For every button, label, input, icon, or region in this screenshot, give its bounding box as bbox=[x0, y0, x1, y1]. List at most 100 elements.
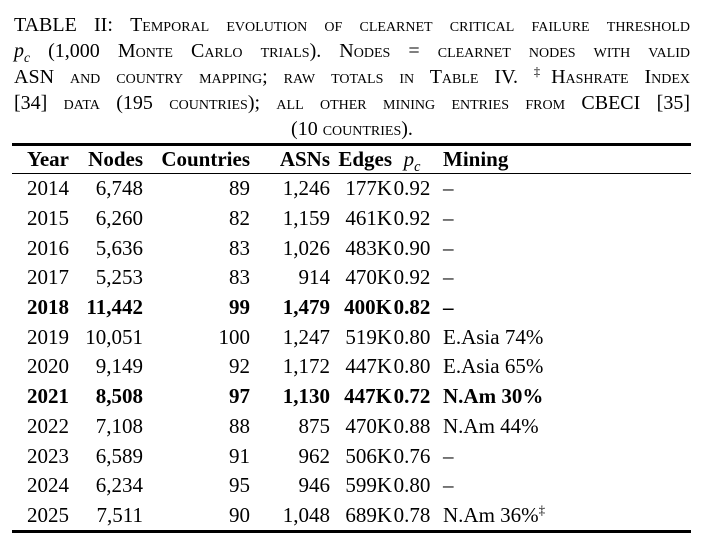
table-body: 2014 6,748 89 1,246 177K 0.92–2015 6,260 82 1,15… bbox=[12, 174, 691, 532]
cell-asns: 1,246 bbox=[282, 176, 330, 201]
cell-asns: 1,247 bbox=[282, 324, 330, 349]
cell-pc: 0.80 bbox=[393, 473, 431, 498]
temporal-evolution-table: Year Nodes Countries ASNs Edges pc Minin… bbox=[12, 143, 691, 534]
cell-countries: 90 bbox=[229, 502, 250, 527]
cell-year: 2019 bbox=[27, 324, 69, 349]
cell-nodes: 6,748 bbox=[95, 176, 143, 201]
table-row: 2022 7,108 88 875 470K 0.88 N.Am 44% bbox=[12, 412, 691, 442]
table-row: 2021 8,508 97 1,130 447K 0.72 N.Am 30% bbox=[12, 382, 691, 412]
cell-asns: 1,479 bbox=[282, 295, 330, 320]
cell-year: 2015 bbox=[27, 206, 69, 231]
cell-mining: – bbox=[443, 473, 454, 498]
cell-asns: 1,172 bbox=[282, 354, 330, 379]
cell-mining: – bbox=[443, 235, 454, 260]
cell-nodes: 7,108 bbox=[95, 413, 143, 438]
cell-year: 2016 bbox=[27, 235, 69, 260]
cell-year: 2018 bbox=[27, 295, 69, 320]
table-header: Year Nodes Countries ASNs Edges pc Minin… bbox=[12, 145, 691, 174]
cell-countries: 83 bbox=[229, 265, 250, 290]
cell-asns: 1,130 bbox=[282, 384, 330, 409]
cell-pc: 0.92 bbox=[393, 206, 431, 231]
cell-year: 2020 bbox=[27, 354, 69, 379]
caption-text-4: [34] data (195 countries); all other min… bbox=[14, 92, 690, 114]
cell-countries: 97 bbox=[229, 384, 250, 409]
cell-countries: 95 bbox=[229, 473, 250, 498]
table-label: TABLE II: bbox=[14, 14, 113, 36]
cell-edges: 400K bbox=[344, 295, 392, 320]
cell-pc: 0.80 bbox=[393, 324, 431, 349]
col-header-countries: Countries bbox=[161, 147, 250, 171]
cell-mining: – bbox=[443, 443, 454, 468]
cell-edges: 519K bbox=[345, 324, 392, 349]
table-row: 2014 6,748 89 1,246 177K 0.92– bbox=[12, 174, 691, 204]
col-header-nodes: Nodes bbox=[88, 147, 143, 171]
cell-year: 2014 bbox=[27, 176, 69, 201]
cell-year: 2021 bbox=[27, 384, 69, 409]
cell-pc: 0.88 bbox=[393, 413, 431, 438]
cell-countries: 83 bbox=[229, 235, 250, 260]
caption-line-1: TABLE II: Temporal evolution of clearnet… bbox=[14, 12, 690, 38]
cell-nodes: 6,234 bbox=[95, 473, 143, 498]
cell-mining: E.Asia 74% bbox=[443, 324, 544, 349]
cell-pc: 0.78 bbox=[393, 502, 431, 527]
cell-asns: 1,048 bbox=[282, 502, 330, 527]
caption-text-3b: Hashrate Index bbox=[551, 66, 691, 88]
cell-pc: 0.92 bbox=[393, 176, 431, 201]
cell-edges: 506K bbox=[345, 443, 392, 468]
cell-year: 2024 bbox=[27, 473, 69, 498]
cell-countries: 88 bbox=[229, 413, 250, 438]
col-header-year: Year bbox=[27, 147, 69, 171]
caption-dagger-group: ‡Hashrate Index bbox=[533, 64, 691, 88]
cell-mining: – bbox=[443, 295, 454, 320]
caption-line-2: pc (1,000 Monte Carlo trials). Nodes = c… bbox=[14, 38, 690, 64]
cell-countries: 99 bbox=[229, 295, 250, 320]
caption-text-2: (1,000 Monte Carlo trials). Nodes = clea… bbox=[48, 40, 690, 62]
caption-text-3a: ASN and country mapping; raw totals in T… bbox=[14, 66, 518, 88]
table-row: 2024 6,234 95 946 599K 0.80– bbox=[12, 471, 691, 501]
cell-countries: 82 bbox=[229, 206, 250, 231]
cell-year: 2017 bbox=[27, 265, 69, 290]
cell-edges: 470K bbox=[345, 413, 392, 438]
cell-edges: 177K bbox=[345, 176, 392, 201]
table-row: 2016 5,636 83 1,026 483K 0.90– bbox=[12, 233, 691, 263]
cell-pc: 0.90 bbox=[393, 235, 431, 260]
cell-year: 2023 bbox=[27, 443, 69, 468]
caption-line-3: ASN and country mapping; raw totals in T… bbox=[14, 64, 690, 90]
cell-asns: 1,026 bbox=[282, 235, 330, 260]
cell-nodes: 5,253 bbox=[95, 265, 143, 290]
cell-mining: – bbox=[443, 176, 454, 201]
cell-pc: 0.92 bbox=[393, 265, 431, 290]
cell-nodes: 9,149 bbox=[95, 354, 143, 379]
cell-mining: E.Asia 65% bbox=[443, 354, 544, 379]
pc-symbol: pc bbox=[14, 40, 31, 65]
header-row: Year Nodes Countries ASNs Edges pc Minin… bbox=[12, 145, 691, 174]
cell-edges: 689K bbox=[345, 502, 392, 527]
cell-countries: 89 bbox=[229, 176, 250, 201]
cell-pc: 0.82 bbox=[393, 295, 431, 320]
cell-mining: – bbox=[443, 265, 454, 290]
caption-text-5: (10 countries). bbox=[291, 118, 413, 140]
double-dagger-icon: ‡ bbox=[533, 64, 552, 79]
cell-edges: 447K bbox=[344, 384, 392, 409]
cell-year: 2022 bbox=[27, 413, 69, 438]
cell-edges: 470K bbox=[345, 265, 392, 290]
cell-year: 2025 bbox=[27, 502, 69, 527]
table-row: 2019 10,051 100 1,247 519K 0.80 E.Asia 74% bbox=[12, 322, 691, 352]
cell-edges: 599K bbox=[345, 473, 392, 498]
cell-asns: 875 bbox=[298, 413, 331, 438]
cell-countries: 100 bbox=[218, 324, 251, 349]
col-header-mining: Mining bbox=[443, 147, 509, 171]
cell-pc: 0.72 bbox=[393, 384, 431, 409]
cell-asns: 946 bbox=[298, 473, 331, 498]
table-row: 2018 11,442 99 1,479 400K 0.82– bbox=[12, 293, 691, 323]
cell-nodes: 6,589 bbox=[95, 443, 143, 468]
caption-text-1: Temporal evolution of clearnet critical … bbox=[130, 14, 690, 36]
table-row: 2017 5,253 83 914 470K 0.92– bbox=[12, 263, 691, 293]
cell-countries: 92 bbox=[229, 354, 250, 379]
cell-nodes: 7,511 bbox=[96, 502, 143, 527]
pc-symbol: pc bbox=[403, 147, 421, 176]
cell-edges: 447K bbox=[345, 354, 392, 379]
cell-asns: 914 bbox=[298, 265, 331, 290]
table-row: 2025 7,511 90 1,048 689K 0.78 N.Am 36%‡ bbox=[12, 501, 691, 532]
cell-countries: 91 bbox=[229, 443, 250, 468]
